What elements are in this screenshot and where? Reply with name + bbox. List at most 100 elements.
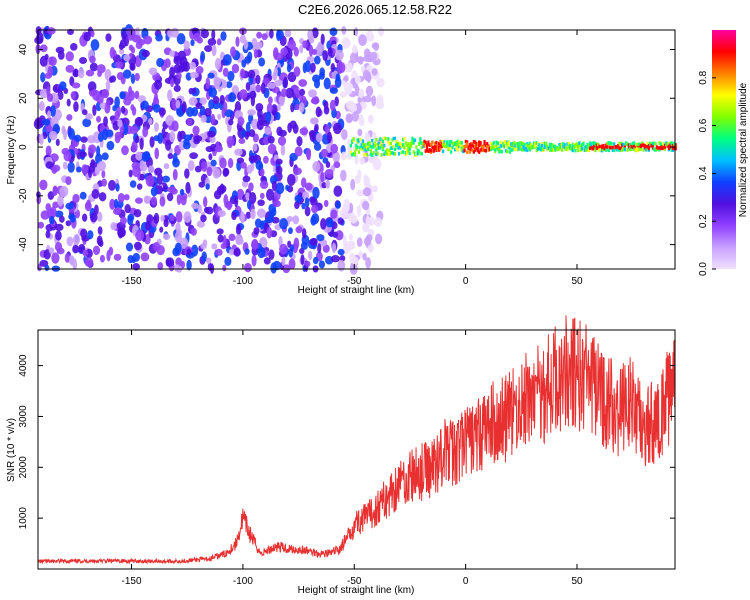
noise-cell-692 [275,182,285,195]
signal-cell-1447 [369,144,373,149]
noise-cell-486 [299,127,309,136]
noise-cell-1118 [211,243,218,250]
noise-cell-1061 [333,161,341,169]
noise-cell-397 [82,118,92,128]
noise-cell-878 [201,251,207,263]
snr-xtick-label-0: -150 [122,576,142,587]
signal-cell-1672 [470,147,473,151]
noise-cell-1162 [288,248,294,258]
noise-cell-963 [288,227,293,235]
noise-cell-1398 [206,166,213,177]
signal-cell-2001 [617,147,620,151]
signal-cell-2038 [633,141,636,145]
signal-cell-2058 [642,143,645,147]
signal-cell-1957 [597,142,600,147]
signal-cell-1744 [502,143,505,148]
signal-cell-1527 [405,148,409,152]
noise-cell-945 [68,128,75,140]
signal-cell-1656 [463,145,466,149]
noise-cell-931 [39,179,48,191]
signal-cell-1761 [510,142,513,146]
signal-cell-1826 [539,147,542,152]
signal-cell-2080 [651,145,655,149]
signal-cell-1801 [527,146,530,150]
noise-cell-766 [224,109,234,118]
signal-cell-1420 [357,139,361,143]
signal-cell-1714 [488,147,491,151]
signal-cell-1414 [355,147,358,151]
noise-cell-117 [357,128,363,137]
signal-cell-1699 [482,144,485,149]
noise-cell-1395 [330,143,339,154]
noise-cell-1251 [154,79,163,90]
noise-cell-1298 [312,256,319,265]
signal-cell-2053 [639,144,643,149]
signal-cell-1875 [560,142,564,146]
noise-cell-1224 [134,116,144,127]
signal-cell-1890 [567,141,570,146]
signal-cell-1483 [385,152,389,156]
noise-cell-573 [366,33,375,42]
signal-cell-1791 [523,146,526,151]
snr-xtick-label-3: 0 [463,576,469,587]
noise-cell-1055 [218,184,227,194]
noise-cell-1014 [169,131,176,143]
noise-cell-591 [103,116,108,127]
signal-cell-2056 [641,143,644,147]
signal-cell-1512 [399,141,402,146]
signal-cell-1532 [408,147,411,151]
signal-cell-1460 [376,146,379,151]
signal-cell-1990 [611,145,614,150]
signal-cell-2017 [623,147,626,152]
signal-cell-1786 [520,147,524,152]
noise-cell-1072 [152,104,161,113]
signal-cell-1402 [349,150,353,155]
noise-cell-1052 [335,200,341,209]
signal-cell-1756 [507,146,510,150]
signal-cell-1649 [460,146,463,151]
noise-cell-1092 [124,203,131,214]
noise-cell-655 [251,37,258,47]
signal-cell-2042 [635,142,638,147]
noise-cell-323 [93,204,99,215]
noise-cell-742 [255,102,264,112]
noise-cell-1107 [230,46,236,58]
noise-cell-1297 [294,194,303,203]
noise-cell-580 [148,67,158,76]
signal-cell-1770 [514,144,517,148]
signal-cell-1708 [486,144,489,149]
noise-cell-105 [323,199,329,208]
signal-cell-2066 [646,141,649,146]
noise-cell-982 [337,217,344,225]
signal-cell-1470 [380,153,383,157]
signal-cell-1677 [472,150,475,154]
signal-cell-1979 [607,141,610,145]
noise-cell-212 [363,48,371,58]
noise-cell-361 [208,153,213,161]
signal-cell-1430 [363,147,366,152]
signal-cell-2003 [618,141,621,146]
noise-cell-1379 [362,187,372,197]
signal-cell-1931 [586,142,589,147]
noise-cell-1200 [278,95,285,105]
noise-cell-1080 [219,157,227,169]
noise-cell-1203 [35,26,42,36]
signal-cell-1501 [393,147,397,152]
signal-cell-1453 [372,142,375,147]
noise-cell-504 [175,222,181,233]
noise-cell-960 [88,167,93,178]
signal-cell-2104 [662,142,665,146]
signal-cell-1918 [579,147,582,152]
noise-cell-1315 [302,62,307,74]
signal-cell-1978 [606,145,609,149]
signal-cell-2050 [638,147,641,151]
signal-cell-2071 [647,146,651,151]
signal-cell-1730 [496,144,500,148]
signal-cell-1912 [577,145,580,149]
signal-cell-2039 [634,146,637,150]
noise-cell-1227 [205,146,214,153]
noise-cell-1023 [87,230,94,240]
signal-cell-1701 [483,148,486,153]
signal-cell-1493 [391,150,394,155]
signal-cell-1510 [397,152,401,156]
